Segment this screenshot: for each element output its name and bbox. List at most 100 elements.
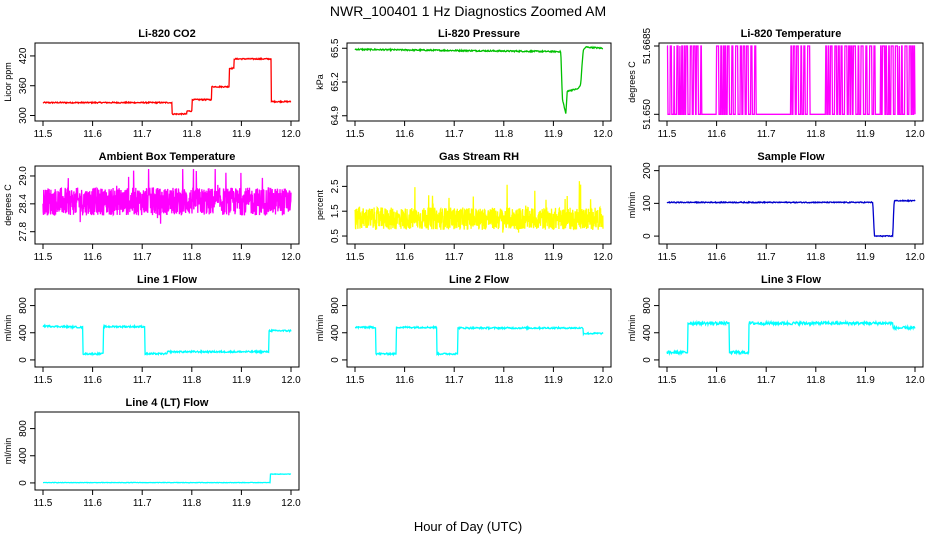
y-tick-label: 51.6685 [642,27,653,64]
x-tick-label: 11.7 [757,375,776,386]
x-tick-label: 12.0 [593,252,613,263]
panel-1: Li-820 CO2 Licor ppm 11.5 11.6 11.7 11.8 11.9 1… [3,28,301,140]
x-tick-label: 11.5 [34,129,53,140]
panel-3: Li-820 Temperature degrees C 11.5 11.6 11.7 1… [627,27,925,140]
y-tick-label: 100 [642,195,653,212]
x-tick-label: 11.6 [395,129,414,140]
x-tick-label: 12.0 [281,375,301,386]
panel-title: Ambient Box Temperature [99,151,236,163]
y-tick-label: 0 [642,233,653,239]
panel-6: Sample Flow ml/min 11.5 11.6 11.7 11.8 11.9 12.… [627,151,925,263]
panel-title: Li-820 Temperature [741,28,842,40]
y-tick-label: 400 [18,324,29,341]
x-tick-label: 11.6 [83,498,102,509]
x-tick-label: 11.7 [445,129,464,140]
x-tick-label: 11.5 [34,498,53,509]
series-line [666,319,916,357]
panel-title: Line 2 Flow [449,274,509,286]
panel-9: Line 3 Flow ml/min 11.5 11.6 11.7 11.8 11.9 12.… [627,274,925,386]
y-axis-label: ml/min [3,315,13,342]
y-tick-label: 200 [642,162,653,179]
y-tick-label: 0 [18,480,29,486]
plot-frame [34,42,300,122]
x-tick-label: 11.6 [707,252,726,263]
x-tick-label: 11.6 [83,129,102,140]
x-tick-label: 12.0 [281,498,301,509]
series-line [354,181,604,233]
x-tick-label: 11.9 [544,252,563,263]
y-tick-label: 1.5 [330,204,341,218]
series-line [43,473,292,484]
y-axis-label: ml/min [3,438,13,465]
x-tick-label: 11.6 [83,375,102,386]
x-tick-label: 11.5 [346,129,365,140]
x-tick-label: 12.0 [905,129,925,140]
x-tick-label: 11.9 [232,129,251,140]
x-tick-label: 11.9 [856,252,875,263]
x-tick-label: 11.8 [806,129,825,140]
y-axis-label: ml/min [315,315,325,342]
x-tick-label: 11.5 [658,129,677,140]
plot-frame [34,288,300,368]
panel-title: Gas Stream RH [439,151,519,163]
y-tick-label: 29.0 [18,166,29,186]
y-tick-label: 400 [18,447,29,464]
x-tick-label: 12.0 [905,252,925,263]
y-axis-label: degrees C [627,61,637,103]
y-tick-label: 28.4 [18,194,29,214]
y-tick-label: 420 [18,47,29,64]
x-tick-label: 11.7 [133,498,152,509]
x-tick-label: 11.8 [806,252,825,263]
series-line [42,168,292,224]
x-tick-label: 12.0 [593,375,613,386]
x-tick-label: 11.7 [133,129,152,140]
series-line [42,57,292,116]
plot-frame [658,288,924,368]
series-line [666,199,916,238]
x-tick-label: 11.9 [856,375,875,386]
y-tick-label: 51.650 [642,99,653,130]
y-axis-label: kPa [315,74,325,90]
x-tick-label: 11.8 [182,375,201,386]
x-tick-label: 11.5 [346,375,365,386]
x-tick-label: 11.8 [182,252,201,263]
y-tick-label: 2.5 [330,179,341,193]
x-tick-label: 11.5 [34,252,53,263]
y-tick-label: 27.8 [18,222,29,242]
y-tick-label: 65.2 [330,72,341,92]
x-tick-label: 11.9 [544,129,563,140]
plot-frame [658,165,924,245]
x-tick-label: 11.5 [658,252,677,263]
plot-frame [346,288,612,368]
x-tick-label: 11.9 [232,375,251,386]
x-tick-label: 11.8 [182,129,201,140]
y-tick-label: 800 [642,297,653,314]
panel-5: Gas Stream RH percent 11.5 11.6 11.7 11.8 11.9… [315,151,613,263]
series-line [666,45,916,115]
y-tick-label: 800 [330,297,341,314]
panel-7: Line 1 Flow ml/min 11.5 11.6 11.7 11.8 11.9 12.… [3,274,301,386]
panel-8: Line 2 Flow ml/min 11.5 11.6 11.7 11.8 11.9 12.… [315,274,613,386]
y-tick-label: 400 [330,324,341,341]
panel-title: Li-820 CO2 [138,28,195,40]
x-tick-label: 11.8 [494,375,513,386]
y-tick-label: 400 [642,324,653,341]
plot-frame [34,165,300,245]
y-axis-label: percent [315,189,325,220]
x-tick-label: 11.6 [395,252,414,263]
plot-frame [346,165,612,245]
figure-x-axis-label: Hour of Day (UTC) [414,519,522,534]
series-line [42,323,292,357]
plot-frame [658,42,924,122]
y-tick-label: 65.5 [330,38,341,58]
x-tick-label: 11.6 [83,252,102,263]
x-tick-label: 11.6 [707,129,726,140]
panel-title: Sample Flow [757,151,825,163]
y-tick-label: 300 [18,107,29,124]
x-tick-label: 11.7 [445,375,464,386]
x-tick-label: 11.7 [133,252,152,263]
x-tick-label: 11.7 [757,252,776,263]
y-axis-label: degrees C [3,184,13,226]
x-tick-label: 11.8 [182,498,201,509]
x-tick-label: 11.7 [445,252,464,263]
